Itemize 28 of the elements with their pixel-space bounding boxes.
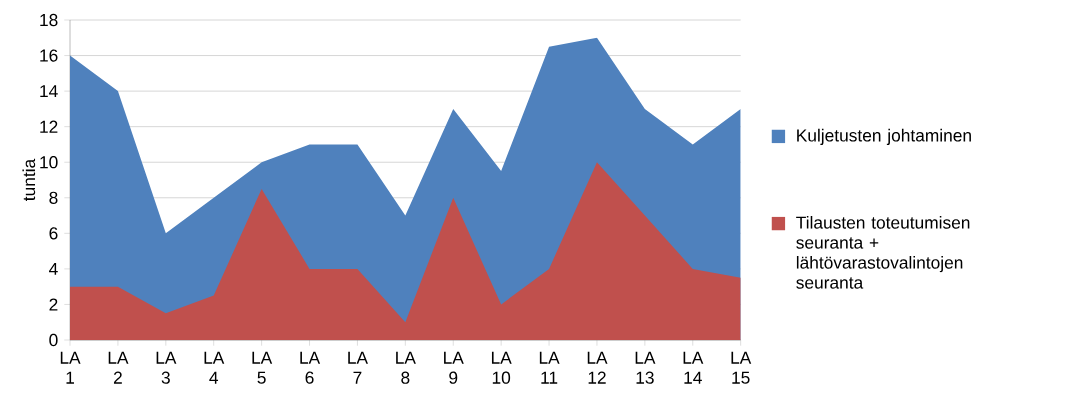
x-tick-label: LA 9 [444, 351, 464, 384]
y-tick-label: 4 [49, 262, 58, 275]
x-tick-label: LA 12 [587, 351, 608, 384]
x-tick-label: LA 14 [683, 351, 704, 384]
y-tick-label: 12 [40, 120, 58, 133]
x-tick-label: LA 2 [108, 351, 129, 384]
x-tick-label: LA 11 [539, 351, 560, 384]
y-tick-label: 18 [40, 13, 58, 27]
legend-label: Kuljetusten johtaminen [797, 128, 971, 145]
x-tick-label: LA 6 [300, 351, 321, 384]
y-axis-title: tuntia [22, 158, 36, 201]
y-tick-label: 0 [49, 333, 58, 347]
y-tick-label: 16 [40, 49, 58, 62]
x-tick-label: LA 15 [731, 351, 752, 384]
x-tick-label: LA 1 [60, 351, 81, 384]
y-tick-label: 6 [49, 227, 58, 240]
y-tick-label: 2 [49, 298, 58, 311]
y-tick-label: 10 [40, 156, 58, 169]
x-tick-label: LA 8 [396, 351, 416, 384]
x-tick-label: LA 13 [635, 351, 656, 384]
x-tick-label: LA 7 [348, 351, 368, 384]
x-tick-label: LA 3 [156, 351, 177, 384]
x-tick-label: LA 10 [491, 351, 512, 384]
y-tick-label: 14 [40, 85, 58, 98]
legend-label: Tilausten toteutumisen seuranta + lähtövarastovalintojen seuranta [796, 215, 970, 289]
y-tick-label: 8 [49, 191, 58, 204]
x-tick-label: LA 4 [204, 351, 225, 384]
x-tick-label: LA 5 [252, 351, 273, 384]
